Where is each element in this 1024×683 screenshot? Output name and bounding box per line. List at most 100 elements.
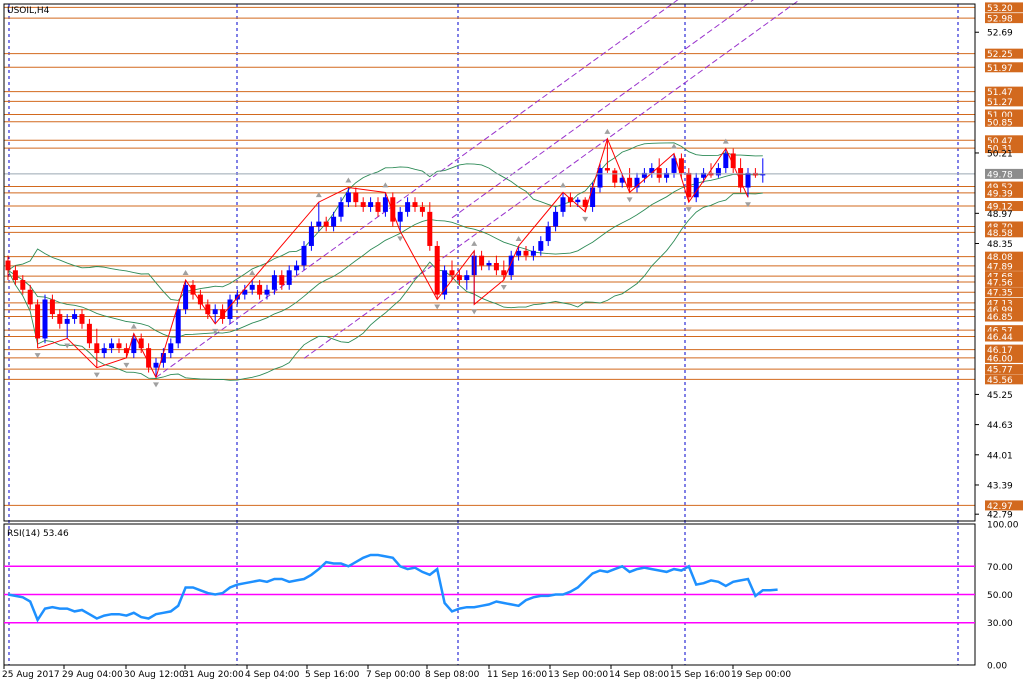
bear-candle: [123, 348, 129, 354]
bear-candle: [627, 177, 633, 188]
fractal-down: [123, 362, 130, 368]
bear-candle: [116, 343, 122, 349]
price-axis-label: 50.21: [987, 149, 1013, 159]
price-tag-label: 49.12: [987, 203, 1013, 213]
price-tag: [985, 287, 1023, 298]
fractal-down: [64, 343, 71, 349]
bull-candle: [72, 314, 78, 319]
bear-candle: [353, 192, 359, 203]
bull-candle: [486, 262, 492, 266]
bear-candle: [138, 338, 144, 349]
fractal-up: [182, 270, 189, 276]
bull-candle: [723, 153, 729, 169]
bull-candle: [442, 270, 448, 295]
price-axis-label: 48.35: [987, 240, 1013, 250]
bull-candle: [715, 168, 721, 176]
bull-candle: [308, 226, 314, 246]
bear-candle: [146, 348, 152, 368]
bull-candle: [338, 202, 344, 217]
price-axis-label: 44.63: [987, 421, 1013, 431]
bull-candle: [693, 177, 699, 198]
time-axis-label: 25 Aug 2017: [2, 670, 60, 680]
bear-candle: [5, 260, 11, 271]
bull-candle: [316, 221, 322, 227]
fractal-down: [626, 197, 633, 203]
bear-candle: [190, 284, 196, 295]
bull-candle: [153, 362, 159, 368]
fractal-up: [722, 138, 729, 144]
rsi-axis-label: 70.00: [987, 563, 1013, 573]
bull-candle: [516, 250, 522, 256]
price-tag: [985, 135, 1023, 146]
bull-candle: [745, 172, 751, 188]
rsi-panel: 100.00 70.00 50.00 30.00 0.00: [4, 521, 1019, 672]
bull-candle: [382, 197, 388, 212]
price-tag: [985, 168, 1023, 179]
symbol-label: USOIL,H4: [7, 6, 50, 16]
price-tag: [985, 143, 1023, 154]
time-axis-label: 13 Sep 00:00: [548, 670, 608, 680]
bull-candle: [760, 173, 766, 176]
price-tag: [985, 2, 1023, 13]
rsi-label: RSI(14) 53.46: [7, 529, 69, 539]
fractal-down: [397, 236, 404, 242]
price-tag: [985, 260, 1023, 271]
fractal-up: [604, 128, 611, 134]
price-tag-label: 51.97: [987, 64, 1013, 74]
price-tag: [985, 500, 1023, 511]
price-tag: [985, 116, 1023, 127]
bear-candle: [360, 202, 366, 208]
bull-candle: [464, 275, 470, 281]
bear-candle: [567, 197, 573, 203]
fractal-down: [500, 285, 507, 291]
bear-candle: [27, 289, 33, 305]
bull-candle: [101, 348, 107, 354]
fractal-up: [315, 192, 322, 198]
price-tag-label: 47.89: [987, 262, 1013, 272]
bollinger-upper: [7, 142, 763, 301]
price-tag: [985, 276, 1023, 287]
price-tag: [985, 331, 1023, 342]
time-axis-label: 19 Sep 00:00: [731, 670, 791, 680]
bull-candle: [301, 245, 307, 266]
bear-candle: [86, 323, 92, 344]
bear-candle: [604, 168, 610, 171]
price-axis-label: 44.01: [987, 451, 1013, 461]
bear-candle: [582, 199, 588, 208]
price-tag: [985, 96, 1023, 107]
bollinger-middle: [7, 173, 763, 338]
fractal-up: [515, 235, 522, 241]
fractal-down: [212, 328, 219, 334]
price-tag: [985, 251, 1023, 262]
time-axis-label: 31 Aug 20:00: [183, 670, 244, 680]
price-tag: [985, 187, 1023, 198]
price-tag-label: 45.77: [987, 366, 1013, 376]
price-tag: [985, 62, 1023, 73]
bull-candle: [664, 172, 670, 178]
price-tag: [985, 48, 1023, 59]
bull-candle: [538, 241, 544, 251]
bull-candle: [131, 338, 137, 354]
bear-candle: [35, 304, 41, 339]
time-axis-label: 7 Sep 00:00: [366, 670, 421, 680]
bear-candle: [434, 245, 440, 295]
fractal-down: [434, 304, 441, 310]
time-axis-label: 11 Sep 16:00: [487, 670, 547, 680]
zigzag-line: [37, 137, 749, 379]
price-tag: [985, 227, 1023, 238]
channel-middle: [451, 0, 754, 219]
bull-candle: [701, 172, 707, 178]
bear-candle: [94, 343, 100, 354]
bull-candle: [560, 197, 566, 212]
bear-candle: [449, 270, 455, 276]
price-tag: [985, 86, 1023, 97]
bear-candle: [323, 221, 329, 227]
price-tag-label: 46.85: [987, 313, 1013, 323]
bull-candle: [109, 343, 115, 349]
bull-candle: [575, 199, 581, 203]
bull-candle: [345, 192, 351, 203]
fractal-up: [130, 323, 137, 329]
bull-candle: [294, 265, 300, 271]
bull-candle: [641, 172, 647, 178]
